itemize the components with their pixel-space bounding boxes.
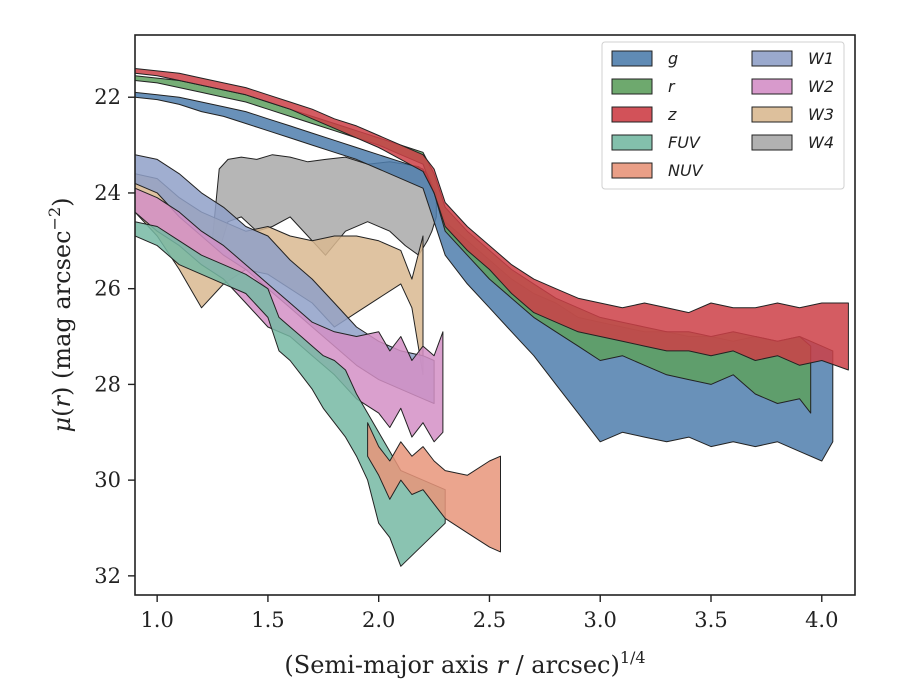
y-tick-label: 22: [94, 85, 121, 109]
legend-label-r: r: [668, 77, 676, 96]
legend-label-z: z: [667, 105, 677, 124]
x-tick-label: 1.5: [251, 608, 284, 632]
legend-swatch-w3: [751, 106, 793, 123]
series-band-z: [135, 68, 849, 371]
legend-swatch-g: [611, 50, 653, 67]
y-tick-label: 28: [94, 372, 121, 396]
legend-label-w2: W2: [808, 77, 834, 96]
legend-label-nuv: NUV: [668, 161, 704, 180]
y-tick-label: 32: [94, 564, 121, 588]
x-tick-label: 4.0: [805, 608, 838, 632]
legend-label-w3: W3: [808, 105, 834, 124]
y-tick-label: 30: [94, 468, 121, 492]
y-tick-label: 24: [94, 181, 121, 205]
axes-layer: 1.0 1.5 2.0 2.5 3.0 3.5 4.0 22 24 26 28 30 32: [94, 34, 856, 632]
legend-label-w4: W4: [808, 133, 834, 152]
legend-swatch-nuv: [611, 162, 653, 179]
legend-swatch-fuv: [611, 134, 653, 151]
series-band-w2: [135, 187, 444, 443]
legend: grz FUV NUV W1 W2 W3 W4: [601, 41, 845, 190]
y-tick-label: 26: [94, 277, 121, 301]
legend-label-g: g: [668, 49, 678, 68]
series-band-fuv: [135, 221, 446, 567]
legend-swatch-r: [611, 78, 653, 95]
series-layer: [135, 68, 849, 567]
x-tick-label: 3.0: [584, 608, 617, 632]
legend-swatch-w1: [751, 50, 793, 67]
series-band-nuv: [367, 422, 501, 553]
y-axis-label: μ(r) (mag arcsec−2): [45, 197, 76, 432]
legend-swatch-w2: [751, 78, 793, 95]
x-tick-label: 3.5: [694, 608, 727, 632]
x-tick-label: 2.0: [362, 608, 395, 632]
legend-swatch-z: [611, 106, 653, 123]
legend-label-w1: W1: [808, 49, 834, 68]
legend-label-fuv: FUV: [668, 133, 701, 152]
legend-swatch-w4: [751, 134, 793, 151]
x-tick-label: 1.0: [140, 608, 173, 632]
plot-frame: [134, 34, 856, 596]
x-tick-label: 2.5: [473, 608, 506, 632]
x-axis-label: (Semi-major axis r / arcsec)1/4: [284, 648, 645, 679]
